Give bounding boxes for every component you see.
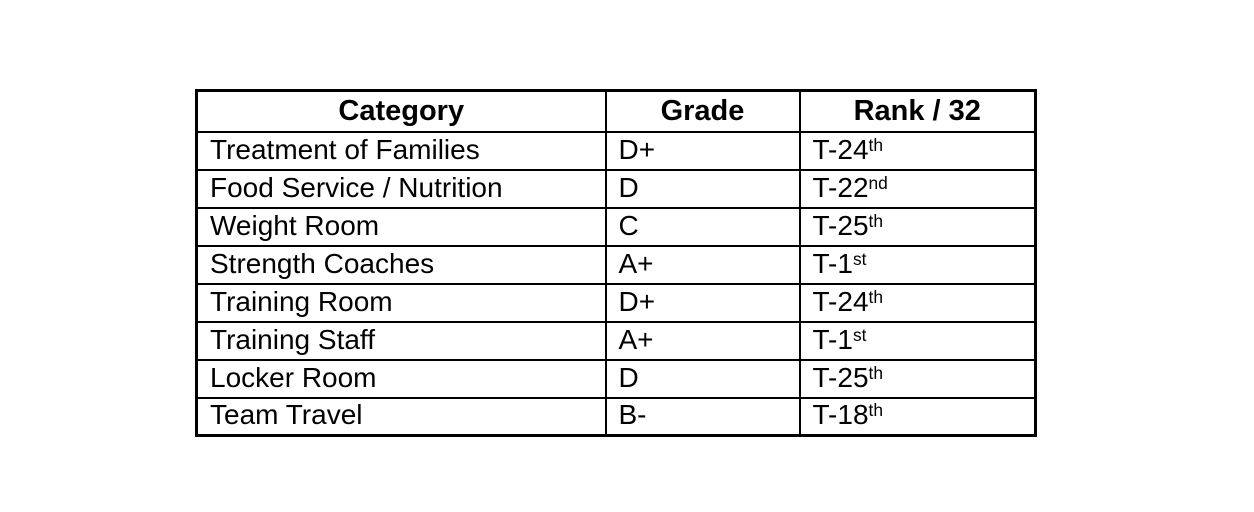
table-header-row: Category Grade Rank / 32 — [195, 89, 1037, 133]
rank-value: T-1 — [812, 247, 853, 279]
rank-value: T-25 — [812, 361, 869, 393]
rank-value: T-25 — [812, 209, 869, 241]
category-cell: Locker Room — [195, 358, 607, 399]
category-cell: Weight Room — [195, 206, 607, 247]
rank-ordinal-suffix: st — [852, 248, 867, 269]
category-cell: Training Staff — [195, 320, 607, 361]
grade-cell: D+ — [604, 282, 801, 323]
category-cell: Treatment of Families — [195, 130, 607, 171]
rank-value: T-24 — [812, 285, 869, 317]
table-row: Food Service / Nutrition D T-22nd — [195, 168, 1037, 209]
grade-cell: B- — [604, 396, 801, 437]
rank-ordinal-suffix: th — [868, 210, 884, 231]
table-row: Locker Room D T-25th — [195, 358, 1037, 399]
table-row: Weight Room C T-25th — [195, 206, 1037, 247]
rank-cell: T-24th — [798, 130, 1037, 171]
grade-cell: D — [604, 168, 801, 209]
category-cell: Food Service / Nutrition — [195, 168, 607, 209]
rank-cell: T-25th — [798, 358, 1037, 399]
category-cell: Strength Coaches — [195, 244, 607, 285]
rank-ordinal-suffix: st — [852, 324, 867, 345]
rank-cell: T-24th — [798, 282, 1037, 323]
rank-ordinal-suffix: th — [868, 134, 884, 155]
rank-cell: T-1st — [798, 320, 1037, 361]
rank-ordinal-suffix: th — [868, 286, 884, 307]
rank-cell: T-18th — [798, 396, 1037, 437]
grade-cell: D+ — [604, 130, 801, 171]
rank-value: T-22 — [812, 171, 869, 203]
rank-value: T-1 — [812, 323, 853, 355]
rank-value: T-24 — [812, 133, 869, 165]
table-row: Team Travel B- T-18th — [195, 396, 1037, 437]
rank-cell: T-1st — [798, 244, 1037, 285]
table-row: Training Room D+ T-24th — [195, 282, 1037, 323]
rank-ordinal-suffix: th — [868, 400, 884, 421]
column-header-category: Category — [195, 89, 607, 133]
column-header-rank: Rank / 32 — [798, 89, 1037, 133]
category-cell: Team Travel — [195, 396, 607, 437]
category-cell: Training Room — [195, 282, 607, 323]
rank-cell: T-22nd — [798, 168, 1037, 209]
table-row: Treatment of Families D+ T-24th — [195, 130, 1037, 171]
grades-rank-table: Category Grade Rank / 32 Treatment of Fa… — [195, 89, 1037, 437]
grade-cell: C — [604, 206, 801, 247]
rank-ordinal-suffix: nd — [868, 172, 888, 193]
grade-cell: A+ — [604, 244, 801, 285]
grade-cell: A+ — [604, 320, 801, 361]
rank-ordinal-suffix: th — [868, 362, 884, 383]
table-row: Strength Coaches A+ T-1st — [195, 244, 1037, 285]
grade-cell: D — [604, 358, 801, 399]
table-row: Training Staff A+ T-1st — [195, 320, 1037, 361]
column-header-grade: Grade — [604, 89, 801, 133]
rank-value: T-18 — [812, 399, 869, 431]
rank-cell: T-25th — [798, 206, 1037, 247]
